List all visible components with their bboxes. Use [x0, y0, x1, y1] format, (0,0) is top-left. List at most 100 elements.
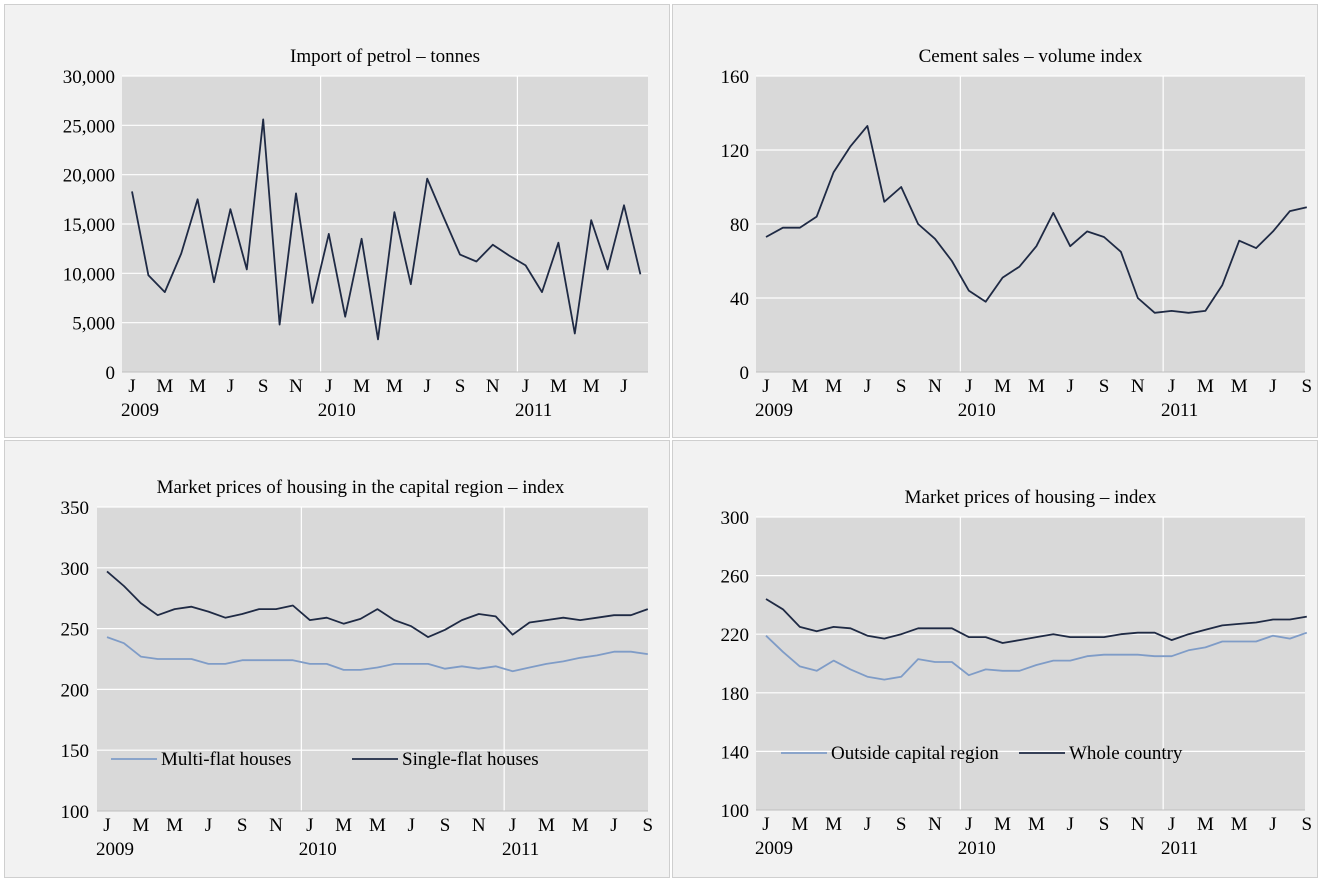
x-tick-label: M — [550, 376, 567, 397]
x-tick-label: J — [1066, 814, 1073, 835]
x-tick-label: M — [791, 814, 808, 835]
x-tick-label: J — [1168, 814, 1175, 835]
x-tick-label: J — [325, 376, 332, 397]
x-tick-label: J — [864, 376, 871, 397]
x-tick-label: M — [1231, 814, 1248, 835]
x-tick-label: M — [538, 815, 555, 836]
x-tick-label: J — [1269, 814, 1276, 835]
x-tick-label: J — [864, 814, 871, 835]
x-tick-label: J — [103, 815, 110, 836]
x-tick-label: M — [353, 376, 370, 397]
x-year-label: 2011 — [502, 839, 539, 860]
x-tick-label: N — [289, 376, 303, 397]
x-tick-label: J — [407, 815, 414, 836]
x-tick-label: S — [258, 376, 269, 397]
x-tick-label: N — [269, 815, 283, 836]
x-tick-label: M — [825, 814, 842, 835]
plot-area — [756, 517, 1305, 810]
x-tick-label: M — [1197, 376, 1214, 397]
x-tick-label: M — [1028, 814, 1045, 835]
y-tick-label: 160 — [721, 67, 750, 88]
chart-title: Import of petrol – tonnes — [290, 46, 480, 67]
x-tick-label: M — [1231, 376, 1248, 397]
series-line-single-flat-houses — [106, 570, 649, 639]
x-tick-label: S — [455, 376, 466, 397]
x-tick-label: J — [762, 814, 769, 835]
x-tick-label: S — [896, 376, 907, 397]
y-tick-label: 250 — [61, 620, 90, 641]
x-tick-label: M — [572, 815, 589, 836]
x-tick-label: N — [1131, 814, 1145, 835]
legend-label: Multi-flat houses — [161, 749, 291, 770]
x-year-label: 2010 — [318, 400, 356, 421]
y-tick-label: 0 — [106, 363, 116, 384]
x-tick-label: M — [132, 815, 149, 836]
y-tick-label: 200 — [61, 680, 90, 701]
x-year-label: 2011 — [515, 400, 552, 421]
y-tick-label: 20,000 — [63, 166, 115, 187]
x-tick-label: M — [1197, 814, 1214, 835]
chart-panel-cement-sales: 0 40 80 120 160 J M M J S N J M M J S N J M M J S 2009 2010 2011… — [672, 4, 1318, 438]
x-tick-label: M — [386, 376, 403, 397]
x-tick-label: J — [306, 815, 313, 836]
series-line — [765, 125, 1307, 314]
x-tick-label: M — [189, 376, 206, 397]
x-tick-label: S — [440, 815, 451, 836]
x-tick-label: J — [423, 376, 430, 397]
x-tick-label: S — [643, 815, 654, 836]
x-tick-label: J — [522, 376, 529, 397]
y-tick-label: 300 — [721, 508, 750, 529]
x-tick-label: M — [369, 815, 386, 836]
y-tick-label: 260 — [721, 567, 750, 588]
x-tick-label: J — [509, 815, 516, 836]
series-line-outside-capital-region — [765, 631, 1308, 681]
x-tick-label: M — [156, 376, 173, 397]
x-tick-label: N — [472, 815, 486, 836]
chart-panel-housing-capital-region: 100 150 200 250 300 350 J M M J S N J M M J S N J M M J S 2009 2… — [4, 440, 670, 878]
x-tick-label: J — [1269, 376, 1276, 397]
series-line-whole-country — [765, 598, 1307, 644]
x-tick-label: J — [227, 376, 234, 397]
legend-label: Outside capital region — [831, 743, 999, 764]
x-tick-label: S — [237, 815, 248, 836]
x-tick-label: J — [610, 815, 617, 836]
y-tick-label: 5,000 — [72, 314, 115, 335]
x-tick-label: S — [1099, 376, 1110, 397]
y-tick-label: 100 — [721, 801, 750, 822]
x-tick-label: S — [896, 814, 907, 835]
y-tick-label: 350 — [61, 498, 90, 519]
x-year-label: 2010 — [299, 839, 337, 860]
x-tick-label: J — [965, 376, 972, 397]
x-tick-label: M — [1028, 376, 1045, 397]
y-tick-label: 25,000 — [63, 116, 115, 137]
x-tick-label: M — [335, 815, 352, 836]
x-tick-label: M — [791, 376, 808, 397]
y-tick-label: 40 — [730, 289, 749, 310]
x-tick-label: N — [486, 376, 500, 397]
chart-title: Market prices of housing – index — [905, 487, 1157, 508]
chart-panel-petrol-import: 0 5,000 10,000 15,000 20,000 25,000 30,000 J M M J… — [4, 4, 670, 438]
x-tick-label: M — [583, 376, 600, 397]
x-year-label: 2009 — [755, 838, 793, 859]
y-tick-label: 120 — [721, 141, 750, 162]
x-year-label: 2009 — [121, 400, 159, 421]
x-tick-label: J — [205, 815, 212, 836]
legend-label: Single-flat houses — [402, 749, 539, 770]
legend-label: Whole country — [1069, 743, 1183, 764]
y-tick-label: 150 — [61, 741, 90, 762]
y-tick-label: 15,000 — [63, 215, 115, 236]
x-tick-label: J — [1168, 376, 1175, 397]
x-tick-label: N — [928, 814, 942, 835]
chart-title: Cement sales – volume index — [919, 46, 1143, 67]
y-tick-label: 220 — [721, 625, 750, 646]
x-tick-label: M — [825, 376, 842, 397]
x-tick-label: J — [1066, 376, 1073, 397]
y-tick-label: 80 — [730, 215, 749, 236]
x-tick-label: J — [762, 376, 769, 397]
y-tick-label: 10,000 — [63, 264, 115, 285]
series-line — [131, 118, 642, 341]
